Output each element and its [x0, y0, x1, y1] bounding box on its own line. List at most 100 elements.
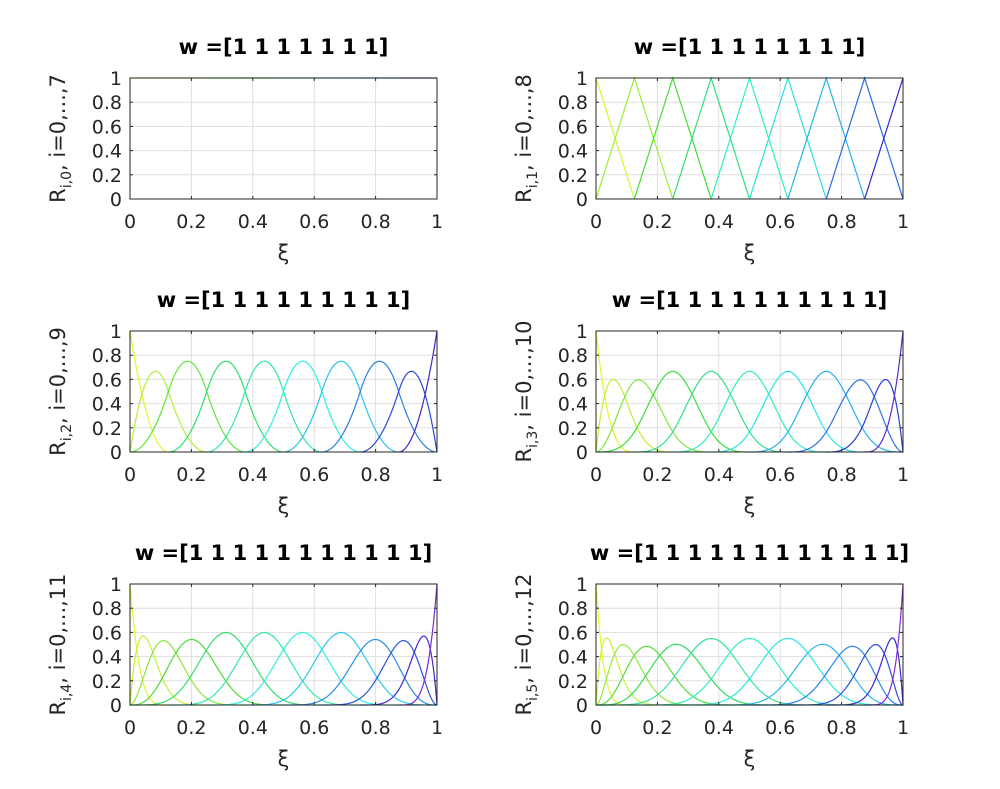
x-tick-label: 1: [897, 464, 909, 486]
y-tick-label: 1: [576, 68, 588, 90]
x-tick-label: 0.4: [704, 211, 734, 233]
series-line-7: [321, 360, 438, 453]
x-tick-label: 0.6: [299, 464, 329, 486]
x-tick-label: 1: [431, 211, 443, 233]
x-axis-label: ξ: [278, 747, 290, 771]
y-axis-label-sub: i,1: [525, 171, 541, 188]
y-axis-label-suffix: , i=0,...,12: [512, 573, 536, 683]
x-tick-label: 0.6: [299, 717, 329, 739]
y-axis-label: Ri,0, i=0,...,7: [46, 74, 75, 203]
y-tick-label: 0.6: [92, 116, 122, 138]
y-axis-label: Ri,1, i=0,...,8: [512, 74, 541, 203]
chart-title: w =[1 1 1 1 1 1 1 1 1 1 1 1]: [590, 541, 909, 565]
plot-area: [595, 583, 904, 706]
x-tick-label: 1: [431, 717, 443, 739]
x-tick-label: 0.6: [299, 211, 329, 233]
y-tick-label: 0.6: [558, 116, 588, 138]
y-tick-label: 0.8: [92, 92, 122, 114]
x-tick-label: 0.6: [765, 211, 795, 233]
series-line-5: [168, 631, 361, 706]
axes-frame: [595, 77, 904, 200]
series-line-0: [129, 330, 169, 453]
x-tick-label: 0.8: [360, 211, 390, 233]
y-axis-label-suffix: , i=0,...,8: [512, 74, 536, 171]
x-tick-label: 0.6: [765, 464, 795, 486]
x-tick-label: 0: [124, 464, 136, 486]
x-tick-label: 1: [431, 464, 443, 486]
series-line-4: [634, 370, 788, 453]
y-axis-label-main: R: [512, 701, 536, 716]
y-tick-label: 0.4: [558, 394, 588, 416]
x-tick-label: 0.4: [704, 717, 734, 739]
x-tick-label: 0.4: [238, 211, 268, 233]
subplot-5: 0 0.2 0.4 0.6 0.8 100.20.40.60.81w =[1 1 1 1 …: [46, 541, 443, 771]
x-axis-label: ξ: [744, 747, 756, 771]
y-tick-label: 1: [110, 574, 122, 596]
y-axis-label-suffix: , i=0,...,11: [46, 573, 70, 683]
y-axis-label-sub: i,5: [525, 684, 541, 701]
y-tick-label: 0.4: [92, 394, 122, 416]
series-line-6: [634, 637, 865, 706]
axes-frame: [595, 330, 904, 453]
y-tick-label: 0.2: [558, 418, 588, 440]
x-tick-label: 0.8: [360, 717, 390, 739]
y-tick-label: 0.4: [92, 141, 122, 163]
x-tick-label: 0.2: [176, 464, 206, 486]
x-tick-label: 1: [897, 211, 909, 233]
series-line-7: [672, 637, 903, 706]
x-tick-label: 0.4: [238, 464, 268, 486]
y-tick-label: 0: [110, 695, 122, 717]
series-line-5: [672, 370, 827, 453]
subplot-3: 0 0.2 0.4 0.6 0.8 100.20.40.60.81w =[1 1 1 1 …: [46, 288, 443, 518]
x-tick-label: 0.8: [826, 464, 856, 486]
y-tick-label: 0.8: [92, 598, 122, 620]
x-tick-label: 0.2: [642, 464, 672, 486]
x-axis-label: ξ: [744, 494, 756, 518]
series-line-1: [595, 379, 673, 453]
subplot-2: 0 0.2 0.4 0.6 0.8 100.20.40.60.81w =[1 1 1 1 …: [512, 35, 909, 265]
x-axis-label: ξ: [278, 241, 290, 265]
y-tick-label: 0.8: [92, 345, 122, 367]
y-axis-label-main: R: [46, 701, 70, 716]
chart-title: w =[1 1 1 1 1 1 1 1 1]: [157, 288, 411, 312]
y-tick-label: 0.8: [558, 598, 588, 620]
chart-title: w =[1 1 1 1 1 1 1 1]: [634, 35, 866, 59]
plot-area: [595, 77, 904, 200]
y-tick-label: 0.8: [558, 345, 588, 367]
x-tick-label: 0.8: [360, 464, 390, 486]
y-tick-label: 0.4: [558, 141, 588, 163]
x-tick-label: 0.6: [765, 717, 795, 739]
subplot-6: 0 0.2 0.4 0.6 0.8 100.20.40.60.81w =[1 1 1 1 …: [512, 541, 909, 771]
y-tick-label: 0.4: [558, 647, 588, 669]
y-axis-label-sub: i,0: [59, 171, 75, 188]
axes-frame: [129, 583, 438, 706]
y-tick-label: 1: [576, 574, 588, 596]
chart-title: w =[1 1 1 1 1 1 1 1 1 1]: [612, 288, 887, 312]
y-tick-label: 0.2: [558, 165, 588, 187]
series-line-7: [245, 631, 437, 706]
y-tick-label: 0: [576, 695, 588, 717]
series-line-8: [787, 379, 904, 453]
axes-frame: [129, 77, 438, 200]
series-line-8: [864, 77, 904, 200]
axes-frame: [129, 330, 438, 453]
x-axis-label: ξ: [744, 241, 756, 265]
y-tick-label: 0.6: [558, 369, 588, 391]
y-tick-label: 0.8: [558, 92, 588, 114]
x-tick-label: 0.4: [704, 464, 734, 486]
x-tick-label: 0.8: [826, 717, 856, 739]
series-line-9: [398, 330, 438, 453]
y-axis-label: Ri,2, i=0,...,9: [46, 327, 75, 456]
series-line-10: [864, 330, 904, 453]
y-tick-label: 0.6: [558, 622, 588, 644]
y-axis-label-main: R: [46, 188, 70, 203]
series-group: [595, 330, 904, 453]
x-tick-label: 0.2: [176, 717, 206, 739]
y-axis-label: Ri,4, i=0,...,11: [46, 573, 75, 715]
y-tick-label: 0.2: [92, 165, 122, 187]
x-tick-label: 0: [124, 717, 136, 739]
series-line-8: [283, 638, 437, 706]
y-axis-label-main: R: [512, 188, 536, 203]
subplot-1: 0 0.2 0.4 0.6 0.8 100.20.40.60.81w =[1 1 1 1 …: [46, 35, 443, 265]
